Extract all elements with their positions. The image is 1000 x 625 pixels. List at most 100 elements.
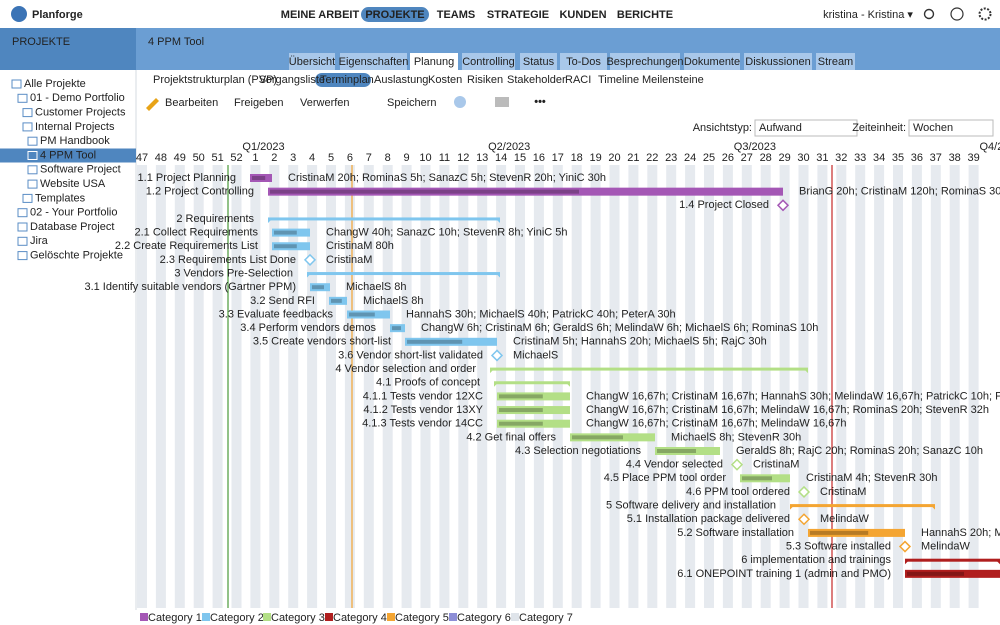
week-label: 37	[930, 152, 942, 164]
task-label: 3 Vendors Pre-Selection	[174, 267, 293, 279]
help-icon[interactable]	[950, 7, 964, 21]
tree-item[interactable]: 4 PPM Tool	[40, 149, 96, 161]
tree-icon	[27, 179, 38, 189]
tree-item[interactable]: Website USA	[40, 178, 106, 190]
tree-item[interactable]: 02 - Your Portfolio	[30, 207, 117, 219]
task-label: 2.3 Requirements List Done	[160, 254, 296, 266]
legend-label: Category 1	[148, 612, 202, 624]
tab-label[interactable]: Besprechungen	[606, 56, 683, 68]
toolbar-button[interactable]: Freigeben	[234, 97, 284, 109]
subtab[interactable]: Terminplan	[320, 74, 374, 86]
task-resources: MichaelS	[513, 349, 558, 361]
nav-item[interactable]: PROJEKTE	[365, 9, 424, 21]
tab-label[interactable]: Eigenschaften	[339, 56, 409, 68]
nav-item[interactable]: KUNDEN	[559, 9, 606, 21]
summary-bar	[790, 504, 935, 508]
nav-item[interactable]: MEINE ARBEIT	[281, 9, 360, 21]
subtab[interactable]: Meilensteine	[642, 74, 704, 86]
quarter-label: Q3/2023	[734, 141, 776, 153]
toolbar-button[interactable]: Verwerfen	[300, 97, 350, 109]
info-icon[interactable]	[454, 96, 466, 108]
tab[interactable]	[610, 53, 680, 70]
nav-item[interactable]: TEAMS	[437, 9, 476, 21]
tab-label[interactable]: Status	[523, 56, 555, 68]
tree-item[interactable]: Gelöschte Projekte	[30, 250, 123, 262]
subtab[interactable]: Auslastung	[374, 74, 428, 86]
tab-label[interactable]: Planung	[414, 56, 454, 68]
tree-item[interactable]: Templates	[35, 192, 86, 204]
week-stripe	[741, 165, 752, 608]
tree-item[interactable]: Software Project	[40, 164, 121, 176]
week-stripe	[344, 165, 355, 608]
view-select[interactable]	[754, 119, 858, 137]
tab[interactable]	[744, 53, 812, 70]
subtab[interactable]: Stakeholder	[507, 74, 566, 86]
tab-label[interactable]: Diskussionen	[745, 56, 810, 68]
print-icon[interactable]	[495, 97, 509, 107]
subtab[interactable]: Projektstrukturplan (PSP)	[153, 74, 277, 86]
tab-label[interactable]: Übersicht	[289, 56, 335, 68]
task-label: 4.6 PPM tool ordered	[686, 486, 790, 498]
unit-select[interactable]	[908, 119, 994, 137]
tree-item[interactable]: PM Handbook	[40, 135, 110, 147]
tab[interactable]	[410, 53, 458, 70]
week-stripe	[420, 165, 431, 608]
toolbar-button[interactable]: Bearbeiten	[165, 97, 218, 109]
task-label: 4.5 Place PPM tool order	[604, 472, 727, 484]
week-label: 17	[552, 152, 564, 164]
week-label: 39	[967, 152, 979, 164]
quarter-label: Q2/2023	[488, 141, 530, 153]
unit-label: Zeiteinheit:	[852, 122, 906, 134]
tab-label[interactable]: To-Dos	[566, 56, 601, 68]
tab[interactable]	[340, 53, 407, 70]
nav-item[interactable]: STRATEGIE	[487, 9, 549, 21]
tab-label[interactable]: Controlling	[462, 56, 515, 68]
task-resources: MichaelS 8h	[346, 281, 407, 293]
search-icon[interactable]	[923, 8, 935, 20]
tab-label[interactable]: Stream	[818, 56, 853, 68]
nav-item[interactable]: BERICHTE	[617, 9, 673, 21]
task-bar	[905, 569, 1000, 578]
tree-item[interactable]: Jira	[30, 235, 49, 247]
tab-label[interactable]: Dokumente	[684, 56, 740, 68]
tab[interactable]	[816, 53, 855, 70]
tab[interactable]	[289, 53, 335, 70]
task-bar	[347, 310, 390, 319]
week-label: 51	[211, 152, 223, 164]
week-stripe	[288, 165, 299, 608]
tab[interactable]	[520, 53, 557, 70]
toolbar-button[interactable]: Speichern	[387, 97, 437, 109]
week-stripe	[911, 165, 922, 608]
milestone	[490, 349, 504, 362]
subtab[interactable]: Risiken	[467, 74, 503, 86]
task-label: 1.4 Project Closed	[679, 199, 769, 211]
tree-icon	[27, 151, 38, 160]
tree-item[interactable]: Alle Projekte	[24, 78, 86, 90]
subtab[interactable]: RACI	[565, 74, 591, 86]
sidebar-header	[0, 28, 136, 70]
task-bar	[740, 474, 790, 483]
tree-item[interactable]: Internal Projects	[35, 121, 115, 133]
view-value: Aufwand	[759, 122, 802, 134]
task-bar-progress	[657, 449, 696, 453]
tab[interactable]	[462, 53, 515, 70]
logo: Planforge	[32, 9, 83, 21]
settings-icon[interactable]	[978, 7, 992, 21]
subtab[interactable]: Vorgangsliste	[259, 74, 325, 86]
task-resources: CristinaM	[820, 486, 866, 498]
week-label: 4	[309, 152, 315, 164]
tree-item[interactable]: Database Project	[30, 221, 114, 233]
tree-icon	[17, 222, 28, 232]
tree-item[interactable]: 01 - Demo Portfolio	[30, 92, 125, 104]
legend-label: Category 6	[457, 612, 511, 624]
tab[interactable]	[560, 53, 607, 70]
more-button[interactable]: •••	[534, 96, 546, 108]
user-menu[interactable]: kristina - Kristina ▾	[823, 9, 913, 21]
tab[interactable]	[684, 53, 740, 70]
task-bar-progress	[392, 326, 401, 331]
week-label: 11	[439, 152, 450, 164]
subtab[interactable]: Kosten	[428, 74, 462, 86]
tree-icon	[27, 136, 38, 146]
tree-item[interactable]: Customer Projects	[35, 107, 126, 119]
subtab[interactable]: Timeline	[598, 74, 639, 86]
